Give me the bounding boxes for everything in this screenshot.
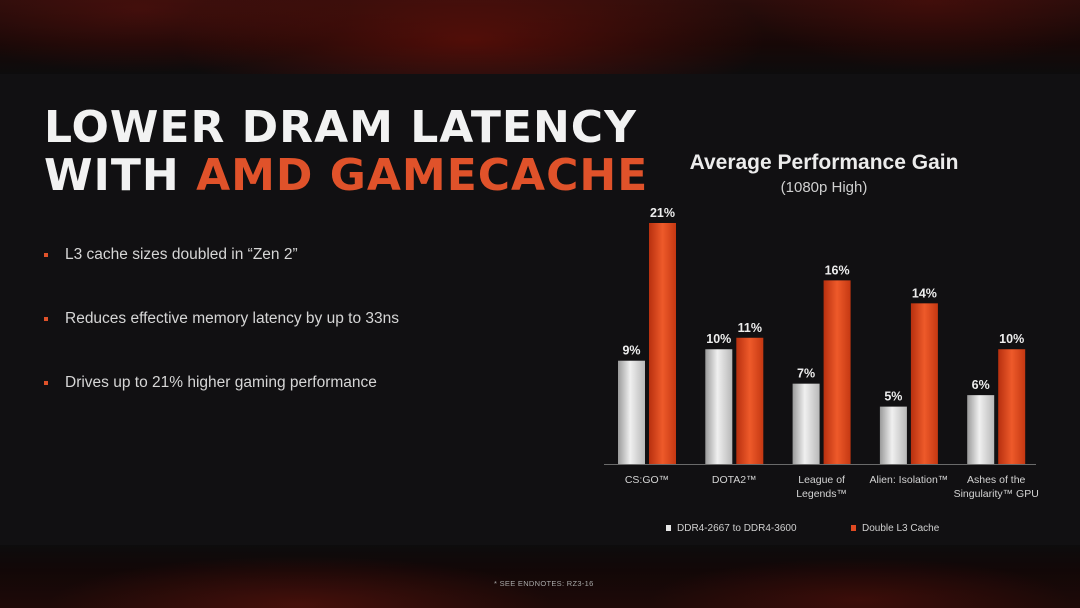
bar-ddr4: [879, 406, 907, 464]
bullet-square-icon: [44, 253, 48, 257]
category-label: League of: [798, 474, 845, 486]
bullet-item: Drives up to 21% higher gaming performan…: [44, 374, 399, 438]
chart-subtitle: (1080p High): [780, 179, 868, 196]
legend-label: Double L3 Cache: [862, 523, 940, 534]
legend-label: DDR4-2667 to DDR4-3600: [677, 523, 797, 534]
title-line-2-prefix: WITH: [44, 150, 197, 201]
category-label: Alien: Isolation™: [870, 474, 949, 486]
bar-l3-cache: [736, 337, 764, 464]
endnote: * SEE ENDNOTES: RZ3-16: [494, 579, 594, 588]
content-panel: [0, 74, 1080, 545]
bar-ddr4: [967, 395, 995, 464]
slide-title: LOWER DRAM LATENCY WITH AMD GAMECACHE: [44, 104, 648, 200]
bar-ddr4: [792, 383, 820, 464]
title-line-2-accent: AMD GAMECACHE: [196, 150, 649, 201]
category-label: Singularity™ GPU: [954, 488, 1039, 500]
legend-swatch: [666, 525, 671, 531]
top-background-band: [0, 0, 1080, 74]
data-label: 5%: [884, 390, 902, 404]
category-label: DOTA2™: [712, 474, 757, 486]
data-label: 10%: [706, 332, 731, 346]
category-label: Legends™: [796, 488, 847, 500]
category-label: CS:GO™: [625, 474, 669, 486]
bullet-square-icon: [44, 381, 48, 385]
bullet-text: L3 cache sizes doubled in “Zen 2”: [65, 246, 298, 263]
bullet-text: Drives up to 21% higher gaming performan…: [65, 374, 377, 391]
data-label: 10%: [999, 332, 1024, 346]
bullet-square-icon: [44, 317, 48, 321]
legend-swatch: [851, 525, 856, 531]
bar-l3-cache: [649, 223, 676, 464]
data-label: 21%: [650, 206, 675, 220]
data-label: 7%: [797, 367, 815, 381]
bullet-item: L3 cache sizes doubled in “Zen 2”: [44, 246, 399, 310]
data-label: 16%: [825, 263, 850, 277]
data-label: 9%: [622, 344, 640, 358]
chart-title: Average Performance Gain: [689, 151, 959, 174]
bar-l3-cache: [998, 349, 1026, 464]
bar-l3-cache: [823, 280, 851, 464]
data-label: 11%: [738, 321, 762, 335]
bullet-text: Reduces effective memory latency by up t…: [65, 310, 399, 327]
bar-l3-cache: [910, 303, 938, 464]
bar-ddr4: [618, 360, 645, 464]
title-line-1: LOWER DRAM LATENCY: [44, 102, 637, 153]
bottom-background-band: [0, 545, 1080, 608]
data-label: 6%: [972, 378, 990, 392]
bullet-list: L3 cache sizes doubled in “Zen 2” Reduce…: [44, 246, 399, 438]
data-label: 14%: [912, 286, 937, 300]
bullet-item: Reduces effective memory latency by up t…: [44, 310, 399, 374]
category-label: Ashes of the: [967, 474, 1026, 486]
bar-ddr4: [705, 349, 733, 464]
